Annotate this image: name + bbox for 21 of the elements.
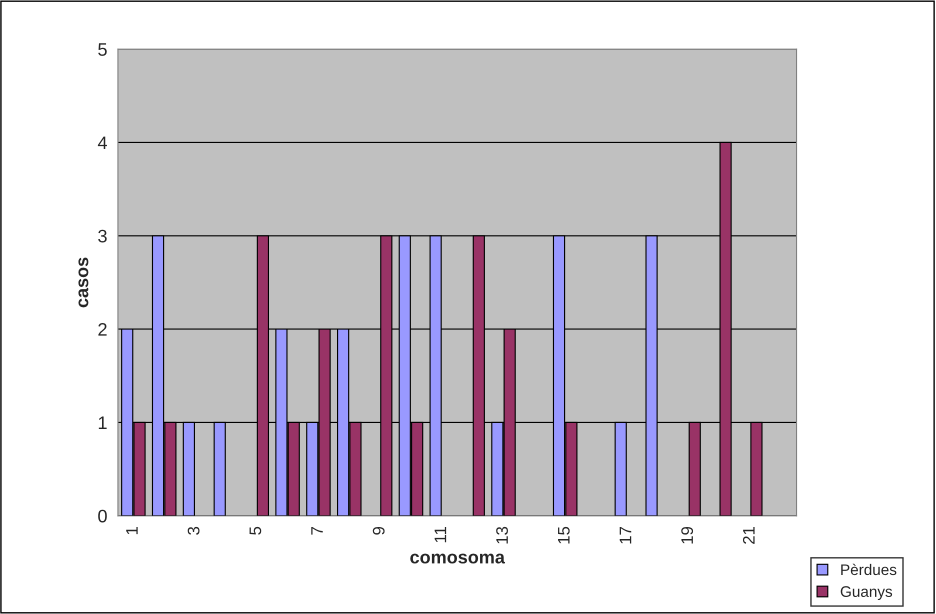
x-tick-label: 15 bbox=[558, 526, 570, 544]
y-tick-label: 3 bbox=[98, 230, 107, 242]
y-tick-label: 2 bbox=[98, 323, 107, 336]
x-tick-label: 21 bbox=[742, 526, 755, 544]
y-tick-label: 0 bbox=[98, 510, 107, 522]
x-tick-label: 19 bbox=[681, 526, 694, 544]
x-tick-label: 17 bbox=[620, 527, 632, 544]
x-tick-label: 5 bbox=[250, 526, 262, 535]
x-tick-label: 13 bbox=[496, 526, 508, 544]
x-tick-label: 3 bbox=[188, 526, 200, 535]
y-tick-label: 1 bbox=[98, 416, 107, 429]
y-tick-label: 4 bbox=[98, 136, 107, 149]
x-tick-label: 7 bbox=[311, 527, 323, 535]
x-tick-label: 1 bbox=[126, 526, 138, 534]
x-tick-label: 9 bbox=[372, 526, 385, 535]
y-tick-label: 5 bbox=[98, 43, 107, 56]
x-tick-label: 11 bbox=[434, 526, 446, 542]
y-axis-title: casos bbox=[78, 258, 88, 308]
legend-label: Pèrdues bbox=[841, 564, 896, 576]
x-axis-title: comosoma bbox=[410, 554, 506, 564]
legend-label: Guanys bbox=[840, 586, 892, 600]
